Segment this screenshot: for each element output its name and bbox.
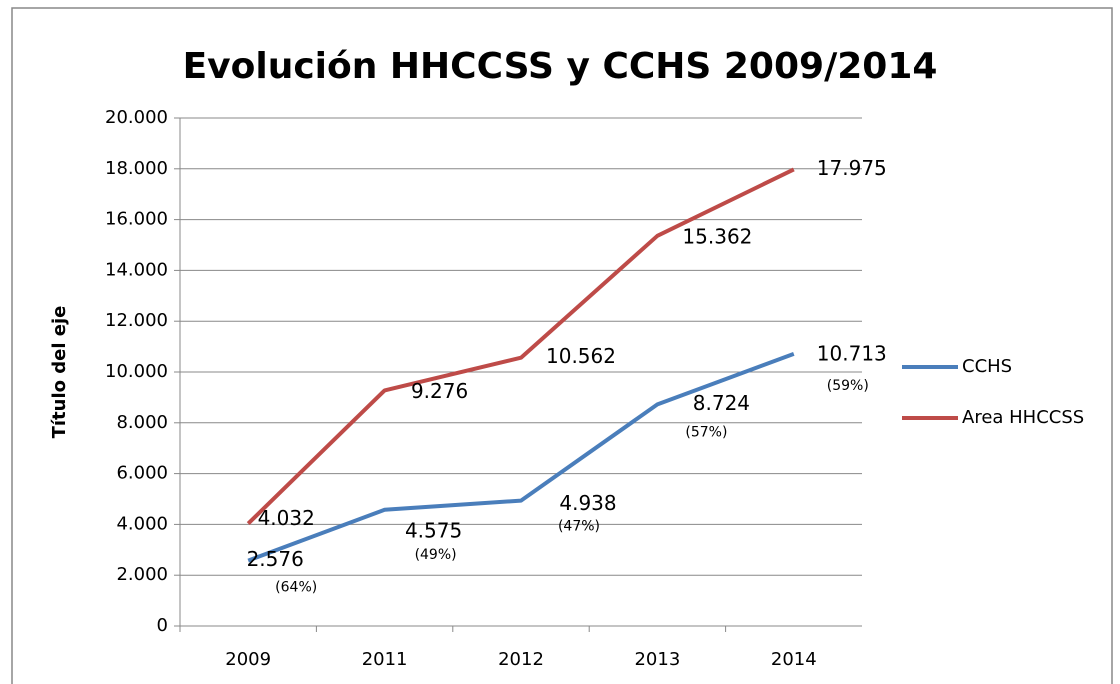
data-label: 8.724 bbox=[693, 391, 750, 415]
x-tick-label: 2011 bbox=[362, 649, 408, 670]
data-label: 15.362 bbox=[682, 224, 752, 248]
data-label: 10.562 bbox=[546, 344, 616, 368]
y-tick-label: 16.000 bbox=[105, 209, 168, 230]
data-label: 9.276 bbox=[411, 379, 468, 403]
data-annotation: (47%) bbox=[558, 519, 600, 535]
y-tick-label: 8.000 bbox=[116, 412, 168, 433]
y-tick-label: 20.000 bbox=[105, 107, 168, 128]
y-tick-label: 10.000 bbox=[105, 361, 168, 382]
data-label: 2.576 bbox=[247, 547, 304, 571]
data-annotation: (57%) bbox=[685, 424, 727, 440]
legend-label: Area HHCCSS bbox=[962, 407, 1084, 428]
x-tick-label: 2012 bbox=[498, 649, 544, 670]
series-line bbox=[247, 352, 795, 563]
y-tick-label: 14.000 bbox=[105, 259, 168, 280]
legend-label: CCHS bbox=[962, 356, 1012, 377]
x-tick-label: 2009 bbox=[225, 649, 271, 670]
data-label: 4.938 bbox=[559, 491, 616, 515]
y-tick-label: 18.000 bbox=[105, 158, 168, 179]
x-tick-label: 2013 bbox=[634, 649, 680, 670]
y-tick-label: 12.000 bbox=[105, 310, 168, 331]
data-label: 17.975 bbox=[817, 156, 887, 180]
data-label: 4.575 bbox=[405, 518, 462, 542]
data-annotation: (64%) bbox=[275, 580, 317, 596]
data-label: 4.032 bbox=[258, 506, 315, 530]
series-line bbox=[246, 167, 795, 526]
x-tick-label: 2014 bbox=[771, 649, 817, 670]
chart-title: Evolución HHCCSS y CCHS 2009/2014 bbox=[183, 46, 938, 87]
y-axis-label: Título del eje bbox=[49, 306, 70, 439]
y-tick-label: 2.000 bbox=[116, 564, 168, 585]
y-tick-label: 6.000 bbox=[116, 463, 168, 484]
data-label: 10.713 bbox=[817, 341, 887, 365]
data-annotation: (59%) bbox=[827, 378, 869, 394]
chart-frame bbox=[11, 7, 1113, 684]
y-tick-label: 4.000 bbox=[116, 513, 168, 534]
data-annotation: (49%) bbox=[415, 547, 457, 563]
y-tick-label: 0 bbox=[157, 615, 168, 636]
